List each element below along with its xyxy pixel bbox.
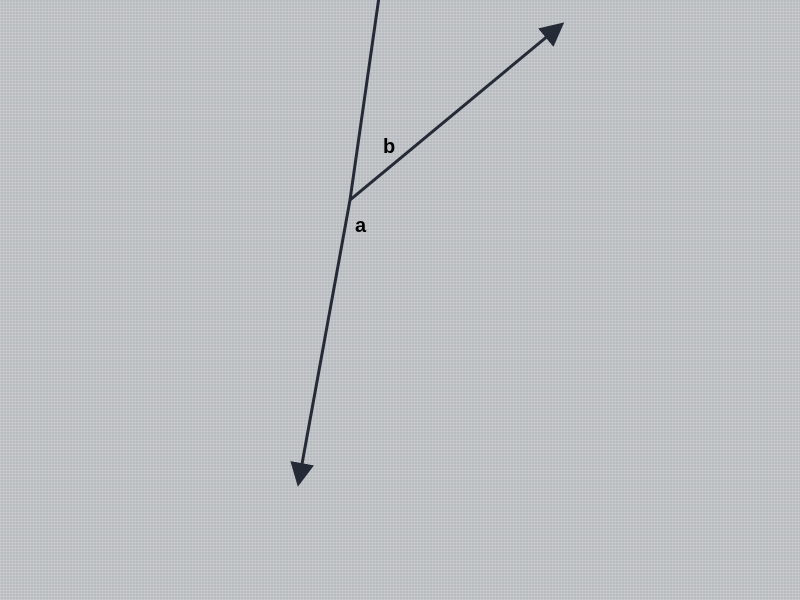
- angle-diagram: [0, 0, 800, 600]
- rays-group: [300, 0, 555, 475]
- ray-up: [350, 0, 380, 200]
- ray-down: [300, 200, 350, 475]
- ray-upper-right: [350, 30, 555, 200]
- angle-label-b: b: [383, 136, 395, 159]
- angle-label-a: a: [355, 215, 366, 238]
